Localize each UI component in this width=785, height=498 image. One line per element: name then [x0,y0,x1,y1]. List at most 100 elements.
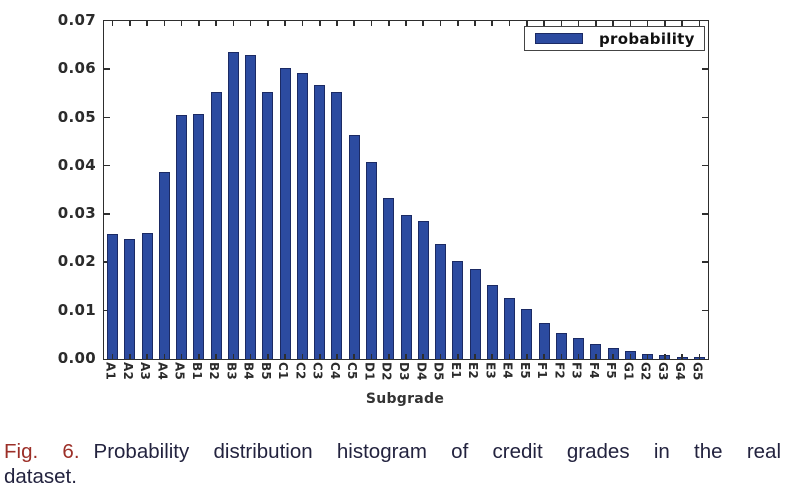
bar-f2 [555,332,567,359]
x-axis-top-tick [681,21,683,26]
x-axis-tick-label: E4 [500,362,515,379]
x-axis-bottom-tick [215,354,217,359]
x-axis-tick-label: C1 [276,362,291,380]
bar-e2 [469,269,481,359]
x-axis-top-tick [267,21,269,26]
x-axis-tick-label: D3 [397,362,411,381]
x-axis-top-tick [163,21,166,26]
x-axis-tick-label: B3 [224,362,239,380]
bar-d5 [435,244,446,359]
bar-a3 [141,232,153,359]
y-axis-tick [104,68,110,70]
bar-e5 [521,309,533,359]
x-axis-tick-label: G1 [621,362,636,381]
x-axis-top-tick [508,21,511,26]
x-axis-tick-label: E2 [466,362,481,379]
bar-a2 [124,239,136,359]
bar-e1 [452,260,464,359]
x-axis-bottom-tick [405,354,407,359]
legend-swatch-icon [535,33,583,44]
y-axis-tick-label: 0.03 [57,204,96,223]
figure-number-label: Fig. 6. [4,440,80,463]
x-axis-tick-label: A3 [138,362,153,381]
x-axis-tick-label: C3 [310,362,325,380]
x-axis-top-tick [111,21,114,26]
x-axis-tick-label: A2 [120,362,135,381]
bar-e4 [504,298,516,359]
legend-label: probability [599,29,695,48]
x-axis-bottom-tick [284,354,286,359]
y-axis-tick [104,116,110,119]
x-axis-bottom-tick [491,354,494,359]
x-axis-top-tick [198,21,200,26]
x-axis-bottom-tick [439,354,442,359]
y-axis-tick [702,213,708,215]
y-axis-tick [104,261,110,264]
bar-f5 [607,347,619,359]
x-axis-bottom-tick [456,354,459,359]
x-axis-top-tick [129,21,131,26]
x-axis-top-tick [387,21,390,26]
bar-b3 [227,52,239,359]
x-axis-top-tick [646,21,649,26]
y-axis-tick [702,164,708,167]
caption-line-2: dataset. [4,465,77,488]
bar-b4 [245,55,257,359]
x-axis-top-tick [336,21,338,26]
bar-c1 [279,67,291,359]
x-axis-bottom-tick [129,354,131,359]
x-axis-bottom-tick [146,354,148,359]
x-axis-top-tick [612,21,614,26]
bar-d1 [365,161,377,359]
bar-c3 [314,85,326,359]
x-axis-bottom-tick [111,354,114,359]
x-axis-top-tick [664,21,666,26]
x-axis-bottom-tick [698,354,701,359]
bar-e3 [486,285,498,359]
plot-area [103,20,709,360]
bar-d2 [383,198,395,359]
x-axis-tick-label: A5 [172,362,187,381]
y-axis-tick-label: 0.07 [57,11,96,29]
bar-c5 [348,134,360,359]
y-axis-tick [104,213,110,215]
x-axis-bottom-tick [543,354,545,359]
y-axis-tick-label: 0.06 [57,59,96,78]
x-axis-tick-label: G4 [673,362,688,381]
x-axis-tick-label: F1 [535,362,550,379]
bar-f1 [538,322,550,359]
x-axis-bottom-tick [508,354,511,359]
x-axis-top-tick [318,21,321,26]
x-axis-tick-label: B1 [189,362,204,380]
x-axis-tick-label: A1 [103,362,118,381]
x-axis-bottom-tick [163,354,166,359]
x-axis-bottom-tick [560,354,563,359]
bar-f4 [590,343,602,359]
x-axis-top-tick [560,21,563,26]
x-axis-top-tick [698,21,701,26]
x-axis-tick-label: A4 [155,362,170,381]
y-axis-tick [702,309,708,312]
x-axis-top-tick [491,21,494,26]
x-axis-bottom-tick [318,354,321,359]
x-axis-bottom-tick [301,354,304,359]
x-axis-tick-label: F2 [552,362,567,379]
x-axis-top-tick [301,21,304,26]
bar-f3 [573,337,585,359]
bar-d4 [417,221,429,359]
x-axis-tick-label: C5 [345,362,360,380]
y-axis-tick [702,68,708,70]
y-axis-tick [104,164,110,167]
y-axis-tick [702,116,708,119]
x-axis-tick-label: B2 [207,362,222,380]
x-axis-bottom-tick [422,354,425,359]
x-axis-top-tick [577,21,580,26]
x-axis-top-tick [232,21,235,26]
bar-a1 [107,234,119,359]
bar-c2 [296,73,308,359]
x-axis-bottom-tick [664,354,666,359]
x-axis-bottom-tick [370,354,373,359]
x-axis-top-tick [353,21,356,26]
y-axis-tick [702,261,708,264]
caption-text: Probability distribution histogram of cr… [93,440,781,463]
